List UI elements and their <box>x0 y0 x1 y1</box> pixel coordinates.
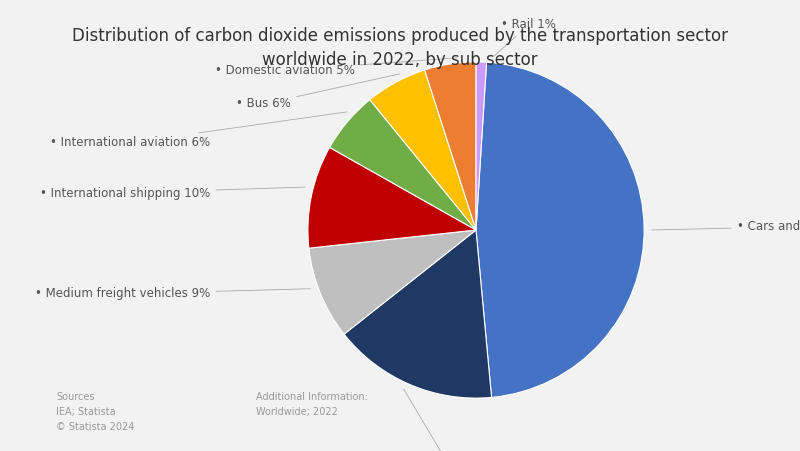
Text: • Cars and vans 48%: • Cars and vans 48% <box>652 220 800 233</box>
Text: • International aviation 6%: • International aviation 6% <box>50 112 347 149</box>
Wedge shape <box>308 147 476 248</box>
Text: Distribution of carbon dioxide emissions produced by the transportation sector
w: Distribution of carbon dioxide emissions… <box>72 27 728 69</box>
Text: • Heavy freight vehicles 16%: • Heavy freight vehicles 16% <box>365 389 537 451</box>
Text: • Domestic aviation 5%: • Domestic aviation 5% <box>215 58 457 77</box>
Wedge shape <box>425 62 476 230</box>
Wedge shape <box>344 230 491 398</box>
Text: • International shipping 10%: • International shipping 10% <box>40 187 306 199</box>
Text: • Rail 1%: • Rail 1% <box>494 18 556 56</box>
Wedge shape <box>476 62 486 230</box>
Text: Additional Information:
Worldwide; 2022: Additional Information: Worldwide; 2022 <box>256 392 368 417</box>
Wedge shape <box>370 70 476 230</box>
Text: Sources
IEA; Statista
© Statista 2024: Sources IEA; Statista © Statista 2024 <box>56 392 134 432</box>
Text: • Bus 6%: • Bus 6% <box>236 74 399 110</box>
Text: • Medium freight vehicles 9%: • Medium freight vehicles 9% <box>35 287 310 300</box>
Wedge shape <box>476 62 644 397</box>
Wedge shape <box>309 230 476 334</box>
Wedge shape <box>330 100 476 230</box>
